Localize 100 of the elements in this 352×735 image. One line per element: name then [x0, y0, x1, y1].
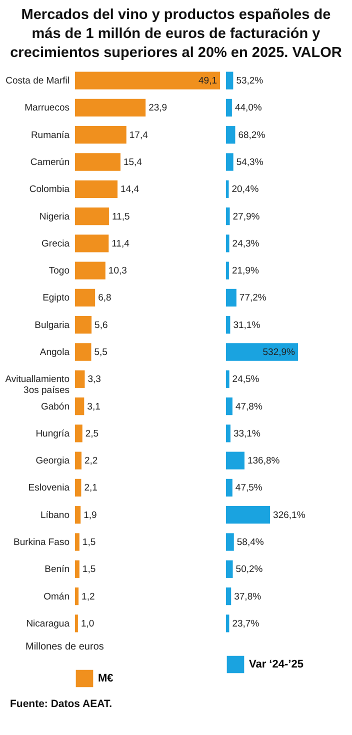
bar	[226, 452, 244, 470]
data-label: 136,8%	[247, 456, 280, 467]
data-label: 2,5	[85, 428, 99, 440]
bar	[75, 478, 82, 497]
bar	[75, 180, 118, 198]
data-label: 1,5	[82, 537, 96, 548]
bar	[226, 288, 236, 307]
data-label: 23,9	[148, 102, 168, 114]
y-tick-label: Colombia	[29, 184, 70, 196]
bar	[226, 587, 232, 606]
data-label: 47,8%	[235, 401, 263, 412]
bar	[75, 126, 126, 144]
bar	[75, 587, 79, 606]
data-label: 20,4%	[232, 184, 260, 196]
data-label: 33,1%	[233, 428, 261, 440]
y-tick-label: Líbano	[40, 510, 70, 521]
data-label: 5,5	[94, 347, 108, 358]
bar	[75, 533, 80, 551]
bar	[75, 288, 96, 307]
bar	[226, 207, 230, 226]
data-label: 10,3	[108, 266, 127, 277]
data-label: 1,2	[82, 591, 95, 602]
y-tick-label: Benín	[44, 564, 70, 576]
y-tick-label: Burkina Faso	[14, 537, 70, 548]
y-tick-label: Hungría	[36, 428, 70, 440]
legend-label: Var ‘24-’25	[249, 658, 304, 670]
data-label: 27,9%	[232, 211, 260, 222]
y-tick-label: Togo	[48, 266, 70, 277]
y-tick-label: Bulgaria	[34, 320, 70, 331]
bar	[226, 478, 232, 497]
data-label: 17,4	[129, 130, 148, 141]
data-label: 14,4	[120, 184, 140, 196]
data-label: 532,9%	[262, 347, 296, 358]
chart-title: Mercados del vino y productos españoles de más de 1 millón de euros de facturación y crecimientos superiores al 20% en 2025. VALOR	[9, 6, 343, 63]
data-label: 77,2%	[239, 292, 267, 304]
y-tick-label: Eslovenia	[28, 482, 70, 494]
data-label: 2,2	[84, 456, 98, 467]
data-label: 1,0	[80, 618, 94, 630]
data-label: 31,1%	[233, 320, 261, 331]
data-label: 21,9%	[232, 266, 260, 277]
bar	[75, 262, 106, 280]
bar	[226, 614, 230, 632]
bar	[226, 343, 298, 361]
data-label: 3,1	[87, 401, 100, 412]
bar	[75, 343, 92, 361]
y-tick-label: Nicaragua	[26, 618, 70, 630]
data-label: 44,0%	[234, 102, 262, 114]
data-label: 53,2%	[236, 76, 264, 87]
data-label: 1,5	[82, 564, 96, 576]
bar	[75, 72, 220, 90]
bar	[75, 424, 82, 442]
bar	[226, 533, 234, 551]
bar	[75, 207, 109, 226]
legend-label: M€	[98, 672, 114, 684]
data-label: 58,4%	[236, 537, 264, 548]
data-label: 23,7%	[232, 618, 260, 630]
bar	[75, 506, 81, 524]
data-label: 49,1	[198, 76, 217, 87]
bar	[226, 370, 230, 388]
data-label: 11,5	[112, 211, 130, 222]
data-label: 24,5%	[232, 374, 260, 386]
data-label: 47,5%	[235, 482, 263, 494]
bar	[226, 262, 229, 280]
y-tick-label: Gabón	[40, 401, 70, 412]
bar	[226, 98, 232, 117]
y-tick-label: Egipto	[42, 292, 70, 304]
y-tick-label: Omán	[44, 591, 70, 602]
bar	[226, 506, 270, 524]
y-tick-label: Rumanía	[30, 130, 70, 141]
bar	[226, 397, 232, 416]
bar	[226, 316, 230, 334]
y-tick-label: Grecia	[42, 238, 70, 250]
bar	[75, 234, 109, 252]
data-label: 3,3	[88, 374, 101, 386]
y-tick-label: Angola	[40, 347, 70, 358]
bar	[75, 98, 146, 117]
bar	[75, 153, 120, 171]
y-tick-label: Georgia	[36, 456, 70, 467]
bar	[226, 234, 230, 252]
data-label: 1,9	[84, 510, 97, 521]
data-label: 37,8%	[234, 591, 262, 602]
bar	[226, 180, 229, 198]
data-label: 68,2%	[238, 130, 266, 141]
y-tick-label: Costa de Marfil	[6, 76, 70, 87]
bar	[75, 614, 78, 632]
bar	[75, 397, 84, 416]
data-label: 6,8	[98, 292, 112, 304]
bar	[226, 424, 230, 442]
source-note: Fuente: Datos AEAT.	[10, 698, 114, 710]
data-label: 24,3%	[232, 238, 260, 250]
y-tick-label: Camerún	[30, 157, 70, 168]
data-label: 2,1	[84, 482, 98, 494]
bar	[75, 316, 92, 334]
bar	[75, 370, 85, 388]
data-label: 15,4	[123, 157, 142, 168]
bar	[226, 153, 234, 171]
data-label: 326,1%	[273, 510, 306, 521]
bar	[75, 560, 80, 578]
bar	[226, 72, 234, 90]
y-tick-label: Marruecos	[24, 102, 70, 114]
